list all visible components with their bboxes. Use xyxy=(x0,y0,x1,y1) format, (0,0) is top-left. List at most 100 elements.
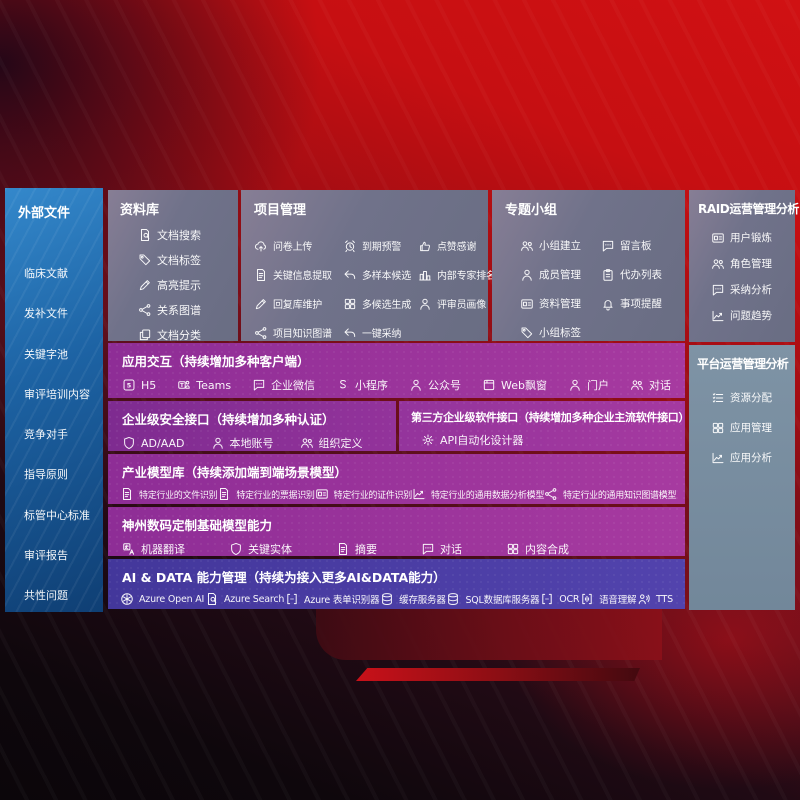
service-item[interactable]: TTS xyxy=(637,592,673,606)
band-title: 神州数码定制基础模型能力 xyxy=(122,518,273,533)
feature-item[interactable]: 关键信息提取 xyxy=(254,267,343,282)
item-label: 应用分析 xyxy=(730,452,772,464)
capability-item[interactable]: 关键实体 xyxy=(229,541,292,557)
feature-item[interactable]: 文档搜索 xyxy=(138,227,238,243)
service-item[interactable]: OCR xyxy=(540,592,580,606)
auth-item[interactable]: 本地账号 xyxy=(211,435,274,451)
auth-item[interactable]: 组织定义 xyxy=(300,435,363,451)
client-item[interactable]: T Teams xyxy=(177,378,231,392)
item-label: 小组建立 xyxy=(539,240,581,252)
feature-item[interactable]: 回复库维护 xyxy=(254,296,343,311)
feature-item[interactable]: 小组建立 xyxy=(520,238,601,253)
service-item[interactable]: Azure Search xyxy=(205,592,284,606)
client-item[interactable]: 小程序 xyxy=(336,377,388,393)
sidebar-item[interactable]: 标管中心标准 xyxy=(24,507,103,523)
interface-item[interactable]: API自动化设计器 xyxy=(421,432,523,448)
capability-item[interactable]: 机器翻译 xyxy=(122,541,185,557)
item-label: 多候选生成 xyxy=(362,300,411,311)
clipboard-icon xyxy=(601,268,615,282)
client-item[interactable]: 企业微信 xyxy=(252,377,315,393)
panel-items: 文档搜索文档标签高亮提示关系图谱文档分类 xyxy=(138,227,238,343)
sidebar-item[interactable]: 关键字池 xyxy=(24,346,103,362)
panel-items: 问卷上传 到期预警 点赞感谢关键信息提取 多样本候选 内部专家排名回复库维护 多候选生成 评… xyxy=(254,231,496,347)
feature-item[interactable]: 小组标签 xyxy=(520,325,601,340)
dialog-icon xyxy=(630,378,644,392)
feature-item[interactable]: 采纳分析 xyxy=(711,282,795,297)
item-label: 应用管理 xyxy=(730,422,772,434)
feature-item[interactable]: 事项提醒 xyxy=(601,296,685,311)
item-label: 关键实体 xyxy=(248,543,292,556)
feature-item[interactable]: 代办列表 xyxy=(601,267,685,282)
doc-search-icon xyxy=(138,228,152,242)
feature-item[interactable]: 评审员画像 xyxy=(418,296,496,311)
feature-item[interactable]: 项目知识图谱 xyxy=(254,325,343,340)
doc-copy-icon xyxy=(138,328,152,342)
capability-item[interactable]: 对话 xyxy=(421,541,462,557)
model-item[interactable]: 特定行业的证件识别 xyxy=(315,487,412,501)
service-item[interactable]: SQL数据库服务器 xyxy=(446,592,540,606)
feature-item[interactable]: 成员管理 xyxy=(520,267,601,282)
band-items: 特定行业的文件识别 特定行业的票据识别 特定行业的证件识别 特定行业的通用数据分析模型… xyxy=(108,481,685,501)
panel-title: 平台运营管理分析 xyxy=(697,357,789,371)
sidebar-item[interactable]: 审评培训内容 xyxy=(24,386,103,402)
feature-item[interactable]: 应用管理 xyxy=(711,420,795,435)
feature-item[interactable]: 内部专家排名 xyxy=(418,267,496,282)
item-label: Web飘窗 xyxy=(501,379,547,392)
sidebar-item[interactable]: 审评报告 xyxy=(24,547,103,563)
item-label: Azure 表单识别器 xyxy=(304,595,380,606)
feature-item[interactable]: 到期预警 xyxy=(343,238,418,253)
feature-item[interactable]: 问卷上传 xyxy=(254,238,343,253)
item-label: 高亮提示 xyxy=(157,279,201,292)
model-item[interactable]: 特定行业的通用知识图谱模型 xyxy=(544,487,676,501)
client-item[interactable]: 门户 xyxy=(568,377,609,393)
feature-item[interactable]: 问题趋势 xyxy=(711,308,795,323)
model-item[interactable]: 特定行业的通用数据分析模型 xyxy=(412,487,544,501)
feature-item[interactable]: 关系图谱 xyxy=(138,302,238,318)
client-item[interactable]: Web飘窗 xyxy=(482,377,547,393)
item-label: 资源分配 xyxy=(730,392,772,404)
item-label: 采纳分析 xyxy=(730,284,772,296)
sidebar-item[interactable]: 临床文献 xyxy=(24,265,103,281)
sidebar-item[interactable]: 发补文件 xyxy=(24,305,103,321)
item-label: 事项提醒 xyxy=(620,298,662,310)
service-item[interactable]: 缓存服务器 xyxy=(380,592,446,606)
panel-raid-analysis: RAID运营管理分析 用户锻炼 角色管理 采纳分析 问题趋势 xyxy=(689,190,799,342)
item-label: 留言板 xyxy=(620,240,652,252)
feature-item[interactable]: 多候选生成 xyxy=(343,296,418,311)
capability-item[interactable]: 内容合成 xyxy=(506,541,569,557)
feature-item[interactable]: 用户锻炼 xyxy=(711,230,795,245)
client-item[interactable]: 公众号 xyxy=(409,377,461,393)
feature-item[interactable]: 高亮提示 xyxy=(138,277,238,293)
capability-item[interactable]: 摘要 xyxy=(336,541,377,557)
model-item[interactable]: 特定行业的文件识别 xyxy=(120,487,218,501)
band-enterprise-security: 企业级安全接口（持续增加多种认证） AD/AAD 本地账号 组织定义 xyxy=(108,401,396,451)
id-card-icon xyxy=(711,231,725,245)
item-label: 对话 xyxy=(440,543,462,556)
feature-item[interactable]: 文档标签 xyxy=(138,252,238,268)
item-label: Teams xyxy=(196,378,232,392)
feature-item[interactable]: 应用分析 xyxy=(711,450,795,465)
feature-item[interactable]: 一键采纳 xyxy=(343,325,418,340)
feature-item[interactable]: 资源分配 xyxy=(711,390,795,405)
sidebar-item[interactable]: 竞争对手 xyxy=(24,426,103,442)
users-icon xyxy=(711,257,725,271)
feature-item[interactable]: 留言板 xyxy=(601,238,685,253)
feature-item[interactable]: 点赞感谢 xyxy=(418,238,496,253)
sidebar-item[interactable]: 共性问题 xyxy=(24,587,103,603)
item-label: 一键采纳 xyxy=(362,329,402,340)
feature-item[interactable]: 角色管理 xyxy=(711,256,795,271)
feature-item[interactable]: 多样本候选 xyxy=(343,267,418,282)
service-item[interactable]: 语音理解 xyxy=(580,592,637,606)
client-item[interactable]: 5 H5 xyxy=(122,378,156,392)
model-item[interactable]: 特定行业的票据识别 xyxy=(217,487,315,501)
panel-items: 用户锻炼角色管理采纳分析问题趋势 xyxy=(711,230,795,323)
auth-item[interactable]: AD/AAD xyxy=(122,436,185,450)
panel-platform-analysis: 平台运营管理分析 资源分配应用管理应用分析 xyxy=(689,345,795,610)
doc-extract-icon xyxy=(254,268,268,282)
feature-item[interactable]: 文档分类 xyxy=(138,327,238,343)
sidebar-item[interactable]: 指导原则 xyxy=(24,466,103,482)
service-item[interactable]: Azure 表单识别器 xyxy=(285,592,380,606)
feature-item[interactable]: 资料管理 xyxy=(520,296,601,311)
client-item[interactable]: 对话 xyxy=(630,377,671,393)
service-item[interactable]: Azure Open AI xyxy=(120,592,204,606)
